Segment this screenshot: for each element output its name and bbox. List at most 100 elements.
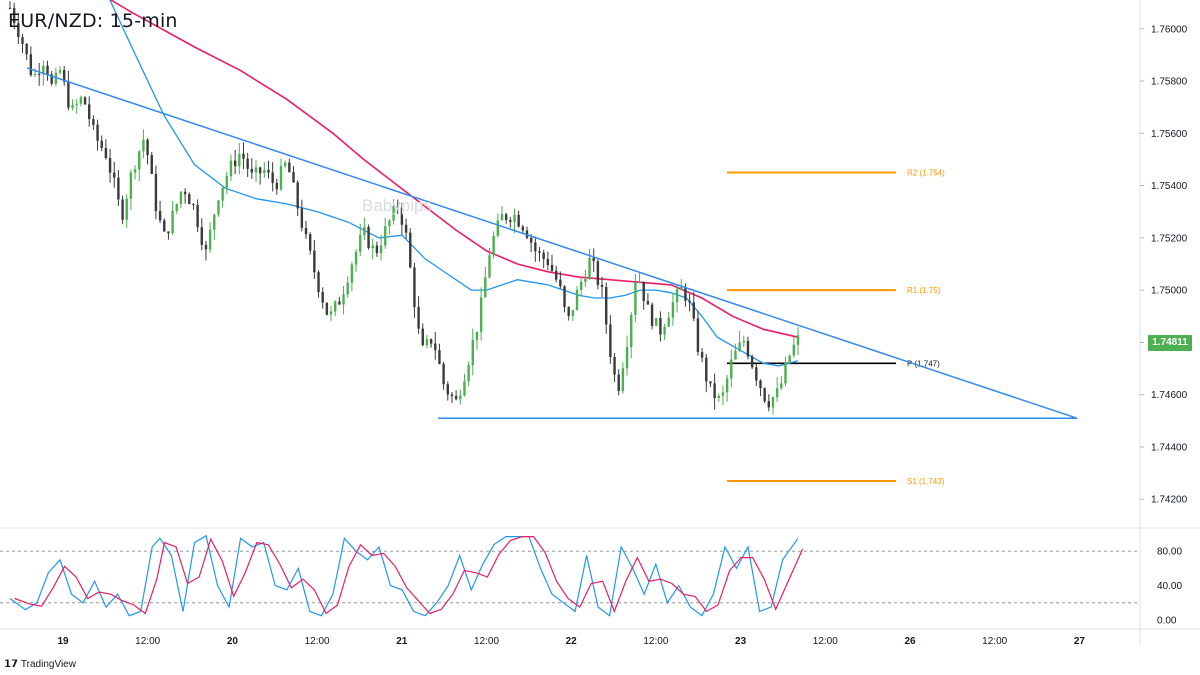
- candle-body: [663, 326, 666, 335]
- candle-body: [767, 401, 771, 408]
- candle-body: [730, 359, 733, 379]
- candle-body: [200, 227, 203, 245]
- candle-body: [263, 169, 266, 174]
- candle-body: [121, 199, 124, 220]
- candle-body: [208, 229, 212, 250]
- candle-body: [296, 182, 299, 209]
- time-tick-label: 12:00: [305, 636, 330, 647]
- candle-body: [375, 245, 379, 254]
- candle-body: [409, 232, 412, 268]
- candle-body: [488, 255, 491, 278]
- candle-body: [459, 395, 462, 400]
- candle-body: [554, 270, 558, 280]
- candle-body: [17, 23, 20, 38]
- candle-body: [154, 173, 158, 212]
- candle-body: [417, 307, 420, 329]
- candle-body: [667, 317, 670, 327]
- candle-body: [25, 43, 28, 55]
- candle-body: [42, 65, 45, 75]
- candle-body: [37, 73, 41, 75]
- pivot-level-label: P (1.747): [907, 359, 940, 368]
- time-tick-label: 26: [904, 636, 916, 647]
- candle-body: [579, 281, 583, 290]
- candle-body: [605, 286, 608, 325]
- candle-body: [634, 282, 637, 315]
- candle-body: [354, 251, 358, 265]
- candle-body: [204, 244, 208, 250]
- candle-body: [650, 304, 654, 326]
- candle-body: [367, 227, 370, 249]
- candle-body: [463, 381, 466, 396]
- candle-body: [742, 340, 745, 343]
- indicator-tick-label: 0.00: [1157, 616, 1177, 627]
- candle-body: [442, 363, 445, 385]
- candle-body: [359, 235, 362, 252]
- candle-body: [705, 357, 708, 382]
- indicator-tick-label: 80.00: [1157, 547, 1182, 558]
- price-tick-label: 1.74200: [1151, 495, 1188, 506]
- candle-body: [680, 287, 683, 290]
- candle-body: [88, 104, 91, 120]
- candle-body: [167, 231, 170, 234]
- candle-body: [571, 310, 575, 316]
- price-tick-label: 1.76000: [1151, 24, 1188, 35]
- pivot-level-label: R1 (1.75): [907, 286, 941, 295]
- candle-body: [233, 160, 237, 167]
- candle-body: [775, 388, 779, 398]
- candle-body: [609, 324, 612, 358]
- candle-body: [158, 211, 162, 221]
- candle-body: [446, 384, 449, 395]
- pivot-levels: R2 (1.754) R1 (1.75) P (1.747) S1 (1.743): [727, 169, 945, 486]
- ma-slow-line: [109, 0, 799, 338]
- candle-body: [400, 207, 404, 225]
- candle-body: [479, 297, 483, 332]
- candle-body: [21, 37, 24, 44]
- candle-body: [721, 392, 725, 396]
- candle-body: [150, 155, 153, 174]
- axes: 1.76000 1.75800 1.75600 1.75400 1.75200 1.750…: [57, 24, 1187, 647]
- candle-body: [179, 191, 183, 204]
- time-tick-label: 12:00: [813, 636, 838, 647]
- time-tick-label: 12:00: [982, 636, 1007, 647]
- candle-body: [725, 378, 729, 393]
- stoch-k-line: [9, 534, 799, 617]
- candle-body: [642, 281, 645, 302]
- tradingview-logo[interactable]: 𝟭𝟳 TradingView: [4, 659, 76, 670]
- chart-grid: [0, 0, 1200, 645]
- time-tick-label: 19: [57, 636, 69, 647]
- candle-body: [196, 205, 199, 228]
- candle-body: [504, 214, 508, 221]
- pivot-level-label: S1 (1.743): [907, 477, 945, 486]
- candle-body: [684, 287, 687, 301]
- candle-body: [125, 198, 128, 220]
- candle-body: [229, 160, 233, 177]
- candle-body: [321, 292, 324, 303]
- candle-body: [217, 200, 220, 215]
- candle-body: [133, 169, 137, 173]
- candle-body: [113, 172, 116, 178]
- price-tick-label: 1.74400: [1151, 442, 1188, 453]
- current-price-badge: 1.74811: [1148, 335, 1192, 351]
- candle-body: [746, 340, 750, 357]
- candle-body: [709, 381, 712, 384]
- trendlines: [26, 67, 1078, 419]
- candle-body: [342, 294, 345, 305]
- price-tick-label: 1.75000: [1151, 286, 1188, 297]
- time-tick-label: 12:00: [643, 636, 668, 647]
- candle-body: [192, 204, 195, 206]
- candle-body: [421, 328, 424, 346]
- candle-body: [384, 226, 387, 246]
- candle-body: [563, 286, 566, 307]
- candle-body: [29, 54, 33, 76]
- candle-body: [12, 7, 16, 24]
- time-tick-label: 21: [396, 636, 408, 647]
- candle-body: [621, 368, 625, 391]
- stoch-d-line: [14, 536, 804, 615]
- candle-body: [267, 169, 270, 173]
- tradingview-label: TradingView: [20, 659, 76, 670]
- candle-body: [129, 172, 133, 199]
- candle-body: [692, 302, 695, 319]
- candle-body: [363, 227, 366, 236]
- candle-body: [688, 300, 691, 303]
